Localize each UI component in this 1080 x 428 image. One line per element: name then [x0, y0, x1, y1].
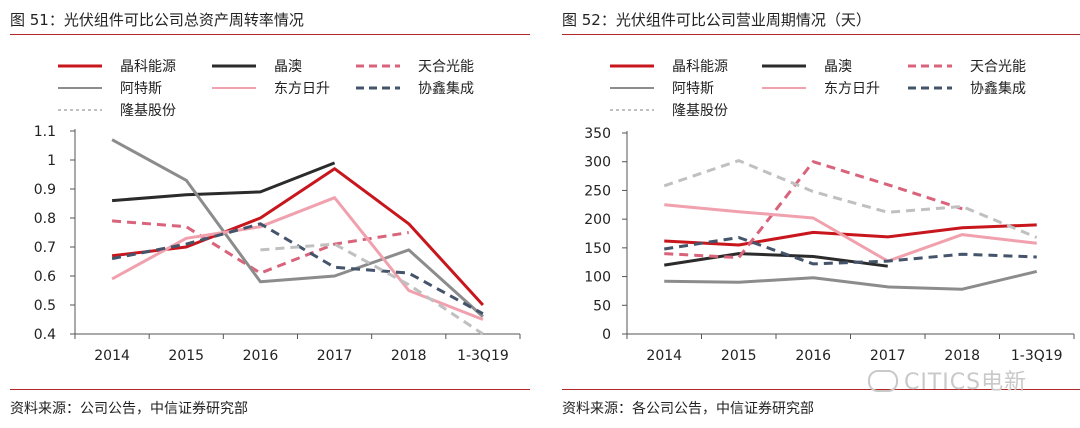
x-tick-label: 2016 — [795, 348, 831, 364]
legend-item: 协鑫集成 — [908, 80, 1026, 97]
wechat-icon — [868, 370, 898, 392]
chart-panel-turnover: 图 51：光伏组件可比公司总资产周转率情况 晶科能源 晶澳 天合光能阿特斯 东方日升 协… — [0, 0, 530, 428]
legend-label: 隆基股份 — [120, 102, 176, 119]
legend-label: 晶澳 — [274, 59, 302, 75]
legend-item: 晶科能源 — [58, 59, 176, 75]
x-tick-label: 2015 — [721, 348, 757, 364]
x-tick-label: 2017 — [317, 348, 353, 364]
watermark-text: CITICS电新 — [904, 370, 1028, 395]
y-tick-label: 0.9 — [34, 182, 56, 198]
x-tick-label: 2014 — [646, 348, 682, 364]
series-line — [664, 269, 1038, 291]
y-tick-label: 0 — [602, 327, 611, 343]
series-line — [111, 138, 484, 318]
y-tick-label: 0.5 — [34, 298, 56, 314]
series-line — [260, 242, 484, 336]
source-rule — [10, 389, 530, 390]
x-tick-label: 1-3Q19 — [457, 348, 509, 364]
y-tick-label: 350 — [584, 126, 611, 142]
legend-item: 东方日升 — [762, 81, 880, 97]
legend-label: 晶科能源 — [120, 59, 176, 75]
y-tick-label: 0.8 — [34, 211, 56, 227]
legend-label: 协鑫集成 — [418, 80, 474, 97]
source-note: 资料来源：公司公告，中信证券研究部 — [10, 401, 248, 417]
legend-item: 天合光能 — [356, 59, 474, 75]
series-line — [664, 160, 963, 260]
y-tick-label: 1.1 — [34, 124, 56, 140]
legend-label: 阿特斯 — [120, 81, 162, 97]
x-tick-label: 2014 — [94, 348, 130, 364]
legend-label: 天合光能 — [418, 59, 474, 75]
figure-title: 图 51：光伏组件可比公司总资产周转率情况 — [10, 11, 304, 29]
y-tick-label: 0.6 — [34, 269, 56, 285]
legend-item: 阿特斯 — [610, 81, 714, 97]
series-line — [664, 252, 888, 268]
legend-label: 晶科能源 — [672, 59, 728, 75]
x-tick-label: 2015 — [168, 348, 204, 364]
title-rule — [562, 34, 1080, 35]
title-rule — [10, 34, 530, 35]
legend-label: 天合光能 — [970, 59, 1026, 75]
series-line — [664, 203, 1037, 263]
series-line — [664, 223, 1037, 247]
watermark: CITICS电新 — [868, 364, 1027, 396]
y-tick-label: 150 — [584, 241, 611, 257]
series-line — [111, 222, 484, 316]
y-tick-label: 250 — [584, 183, 611, 199]
legend-item: 晶澳 — [212, 59, 302, 75]
source-rule — [562, 389, 1080, 390]
legend-item: 隆基股份 — [610, 102, 728, 119]
y-tick-label: 50 — [593, 298, 611, 314]
chart-panel-operating-cycle: 图 52：光伏组件可比公司营业周期情况（天） 晶科能源 晶澳 天合光能阿特斯 东方日升… — [552, 0, 1080, 428]
series-line — [111, 167, 485, 307]
y-tick-label: 0.7 — [34, 240, 56, 256]
legend-label: 协鑫集成 — [970, 80, 1026, 97]
legend-item: 晶澳 — [762, 59, 852, 75]
x-tick-label: 1-3Q19 — [1011, 348, 1063, 364]
legend-label: 阿特斯 — [672, 81, 714, 97]
legend-item: 协鑫集成 — [356, 80, 474, 97]
legend-item: 天合光能 — [908, 59, 1026, 75]
legend-label: 东方日升 — [824, 81, 880, 97]
legend-label: 晶澳 — [824, 59, 852, 75]
series-line — [111, 161, 336, 203]
series-line — [111, 219, 409, 275]
x-tick-label: 2018 — [391, 348, 427, 364]
y-tick-label: 300 — [584, 155, 611, 171]
y-tick-label: 100 — [584, 270, 611, 286]
y-tick-label: 1 — [47, 153, 56, 169]
legend-item: 东方日升 — [212, 81, 330, 97]
figure-title: 图 52：光伏组件可比公司营业周期情况（天） — [562, 11, 871, 29]
legend-item: 隆基股份 — [58, 102, 176, 119]
y-tick-label: 0.4 — [34, 327, 56, 343]
x-tick-label: 2017 — [870, 348, 906, 364]
series-line — [663, 159, 1038, 239]
source-note: 资料来源：各公司公告，中信证券研究部 — [562, 401, 814, 417]
legend-label: 隆基股份 — [672, 102, 728, 119]
y-tick-label: 200 — [584, 212, 611, 228]
legend-label: 东方日升 — [274, 81, 330, 97]
legend-item: 晶科能源 — [610, 59, 728, 75]
x-tick-label: 2016 — [243, 348, 279, 364]
x-tick-label: 2018 — [944, 348, 980, 364]
series-line — [664, 236, 1037, 266]
legend-item: 阿特斯 — [58, 81, 162, 97]
